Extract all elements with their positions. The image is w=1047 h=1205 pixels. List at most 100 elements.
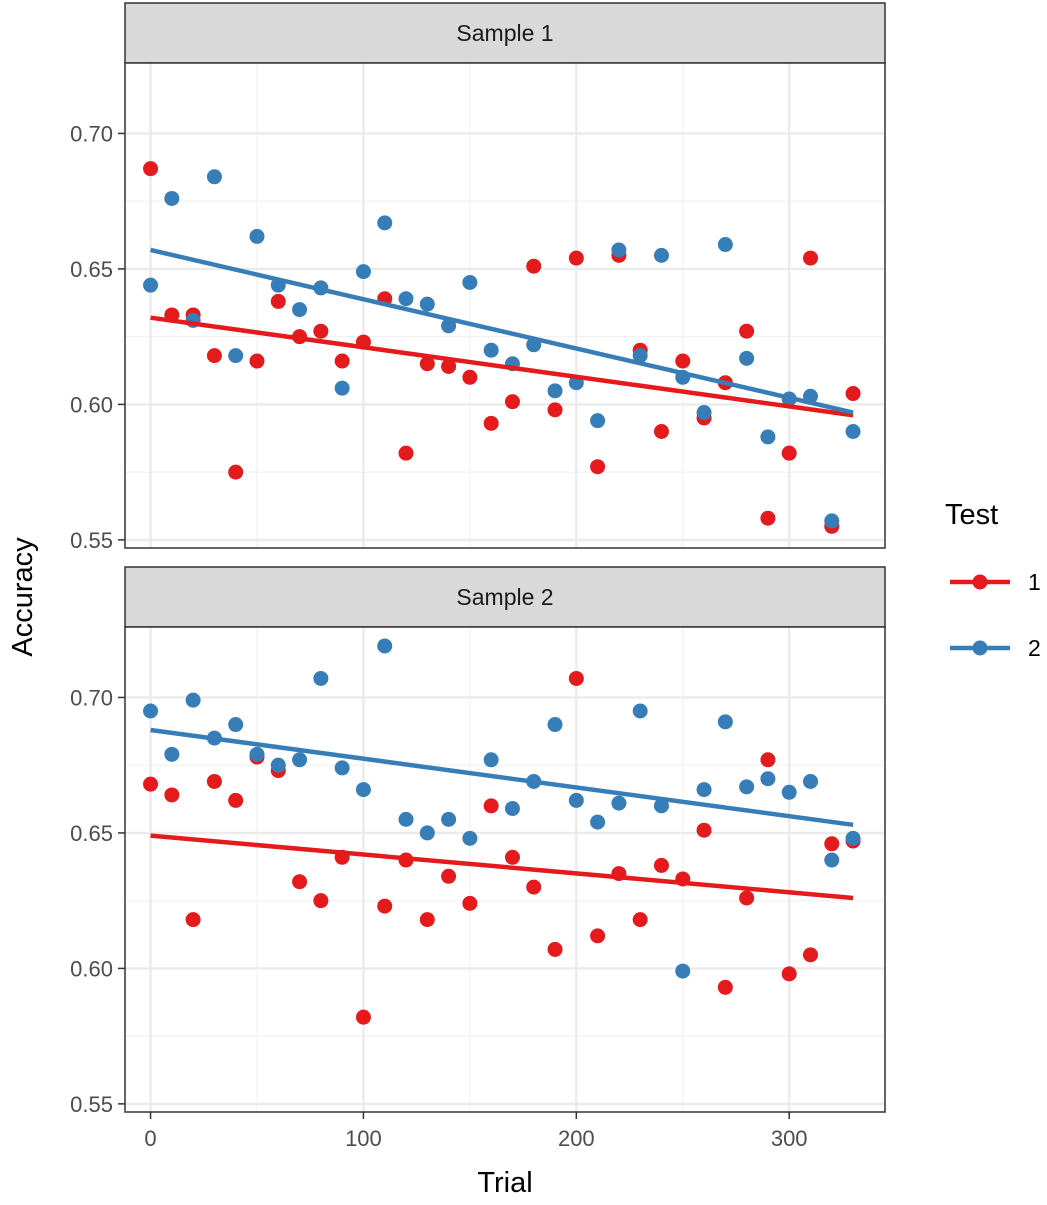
legend-entry: 1	[950, 569, 1041, 595]
data-point	[228, 348, 244, 364]
y-axis-title: Accuracy	[7, 537, 39, 657]
data-point	[717, 979, 733, 995]
x-axis-title: Trial	[477, 1167, 532, 1199]
data-point	[653, 423, 669, 439]
y-tick-label: 0.65	[70, 257, 113, 282]
data-point	[164, 787, 180, 803]
data-point	[185, 912, 201, 928]
data-point	[824, 852, 840, 868]
data-point	[143, 703, 159, 719]
data-point	[419, 296, 435, 312]
panel-2: Sample 2 0.55 0.60 0.65 0.70	[70, 566, 886, 1117]
data-point	[526, 879, 542, 895]
data-point	[845, 423, 861, 439]
data-point	[675, 353, 691, 369]
data-point	[292, 752, 308, 768]
data-point	[483, 752, 499, 768]
y-tick-label: 0.55	[70, 1092, 113, 1117]
data-point	[717, 714, 733, 730]
legend-entry: 2	[950, 635, 1041, 661]
data-point	[483, 798, 499, 814]
x-tick-label: 300	[771, 1126, 808, 1151]
data-point	[696, 405, 712, 421]
data-point	[547, 717, 563, 733]
data-point	[781, 784, 797, 800]
data-point	[717, 237, 733, 253]
data-point	[313, 323, 329, 339]
data-point	[547, 402, 563, 418]
data-point	[824, 513, 840, 529]
panel-background	[125, 63, 885, 548]
data-point	[228, 717, 244, 733]
data-point	[377, 638, 393, 654]
data-point	[228, 792, 244, 808]
data-point	[483, 342, 499, 358]
data-point	[547, 383, 563, 399]
data-point	[568, 792, 584, 808]
panels-layer: Sample 1 0.55 0.60 0.65 0.70 Sample 2 0.55 0.60…	[70, 2, 886, 1151]
data-point	[781, 445, 797, 461]
trend-line-2	[150, 727, 854, 828]
data-point	[249, 353, 265, 369]
data-point	[143, 161, 159, 177]
data-point	[377, 215, 393, 231]
data-point	[441, 358, 457, 374]
data-point	[590, 459, 606, 475]
data-point	[441, 811, 457, 827]
x-tick-label: 200	[558, 1126, 595, 1151]
data-point	[143, 776, 159, 792]
legend-key-point	[972, 574, 988, 590]
y-tick-label: 0.60	[70, 392, 113, 417]
data-point	[845, 830, 861, 846]
legend: Test 12	[945, 499, 1041, 661]
panel-strip	[124, 2, 886, 64]
data-point	[760, 510, 776, 526]
legend-key-point	[972, 640, 988, 656]
data-point	[249, 228, 265, 244]
data-point	[398, 445, 414, 461]
data-point	[760, 752, 776, 768]
y-tick-label: 0.70	[70, 121, 113, 146]
data-point	[632, 348, 648, 364]
data-point	[611, 795, 627, 811]
data-point	[568, 250, 584, 266]
data-point	[675, 963, 691, 979]
data-point	[334, 353, 350, 369]
x-tick-label: 0	[144, 1126, 156, 1151]
data-point	[632, 912, 648, 928]
data-point	[653, 798, 669, 814]
data-point	[483, 415, 499, 431]
data-point	[696, 782, 712, 798]
data-point	[781, 966, 797, 982]
data-point	[355, 264, 371, 280]
panel-strip-label: Sample 1	[456, 20, 553, 46]
data-point	[206, 773, 222, 789]
data-point	[398, 811, 414, 827]
panel-1: Sample 1 0.55 0.60 0.65 0.70	[70, 2, 886, 553]
data-point	[504, 849, 520, 865]
data-point	[547, 941, 563, 957]
data-point	[334, 760, 350, 776]
data-point	[164, 746, 180, 762]
data-point	[462, 830, 478, 846]
data-point	[590, 928, 606, 944]
data-point	[632, 703, 648, 719]
data-point	[760, 771, 776, 787]
trend-line-1	[150, 315, 854, 418]
data-point	[377, 898, 393, 914]
legend-title: Test	[945, 499, 998, 531]
panel-border	[124, 626, 886, 1113]
data-point	[292, 302, 308, 318]
panel-border	[124, 62, 886, 549]
data-point	[653, 247, 669, 263]
legend-entries: 12	[950, 569, 1041, 661]
data-point	[462, 895, 478, 911]
data-point	[206, 348, 222, 364]
data-point	[824, 836, 840, 852]
data-point	[206, 169, 222, 185]
data-point	[228, 464, 244, 480]
data-point	[504, 801, 520, 817]
data-point	[462, 274, 478, 290]
